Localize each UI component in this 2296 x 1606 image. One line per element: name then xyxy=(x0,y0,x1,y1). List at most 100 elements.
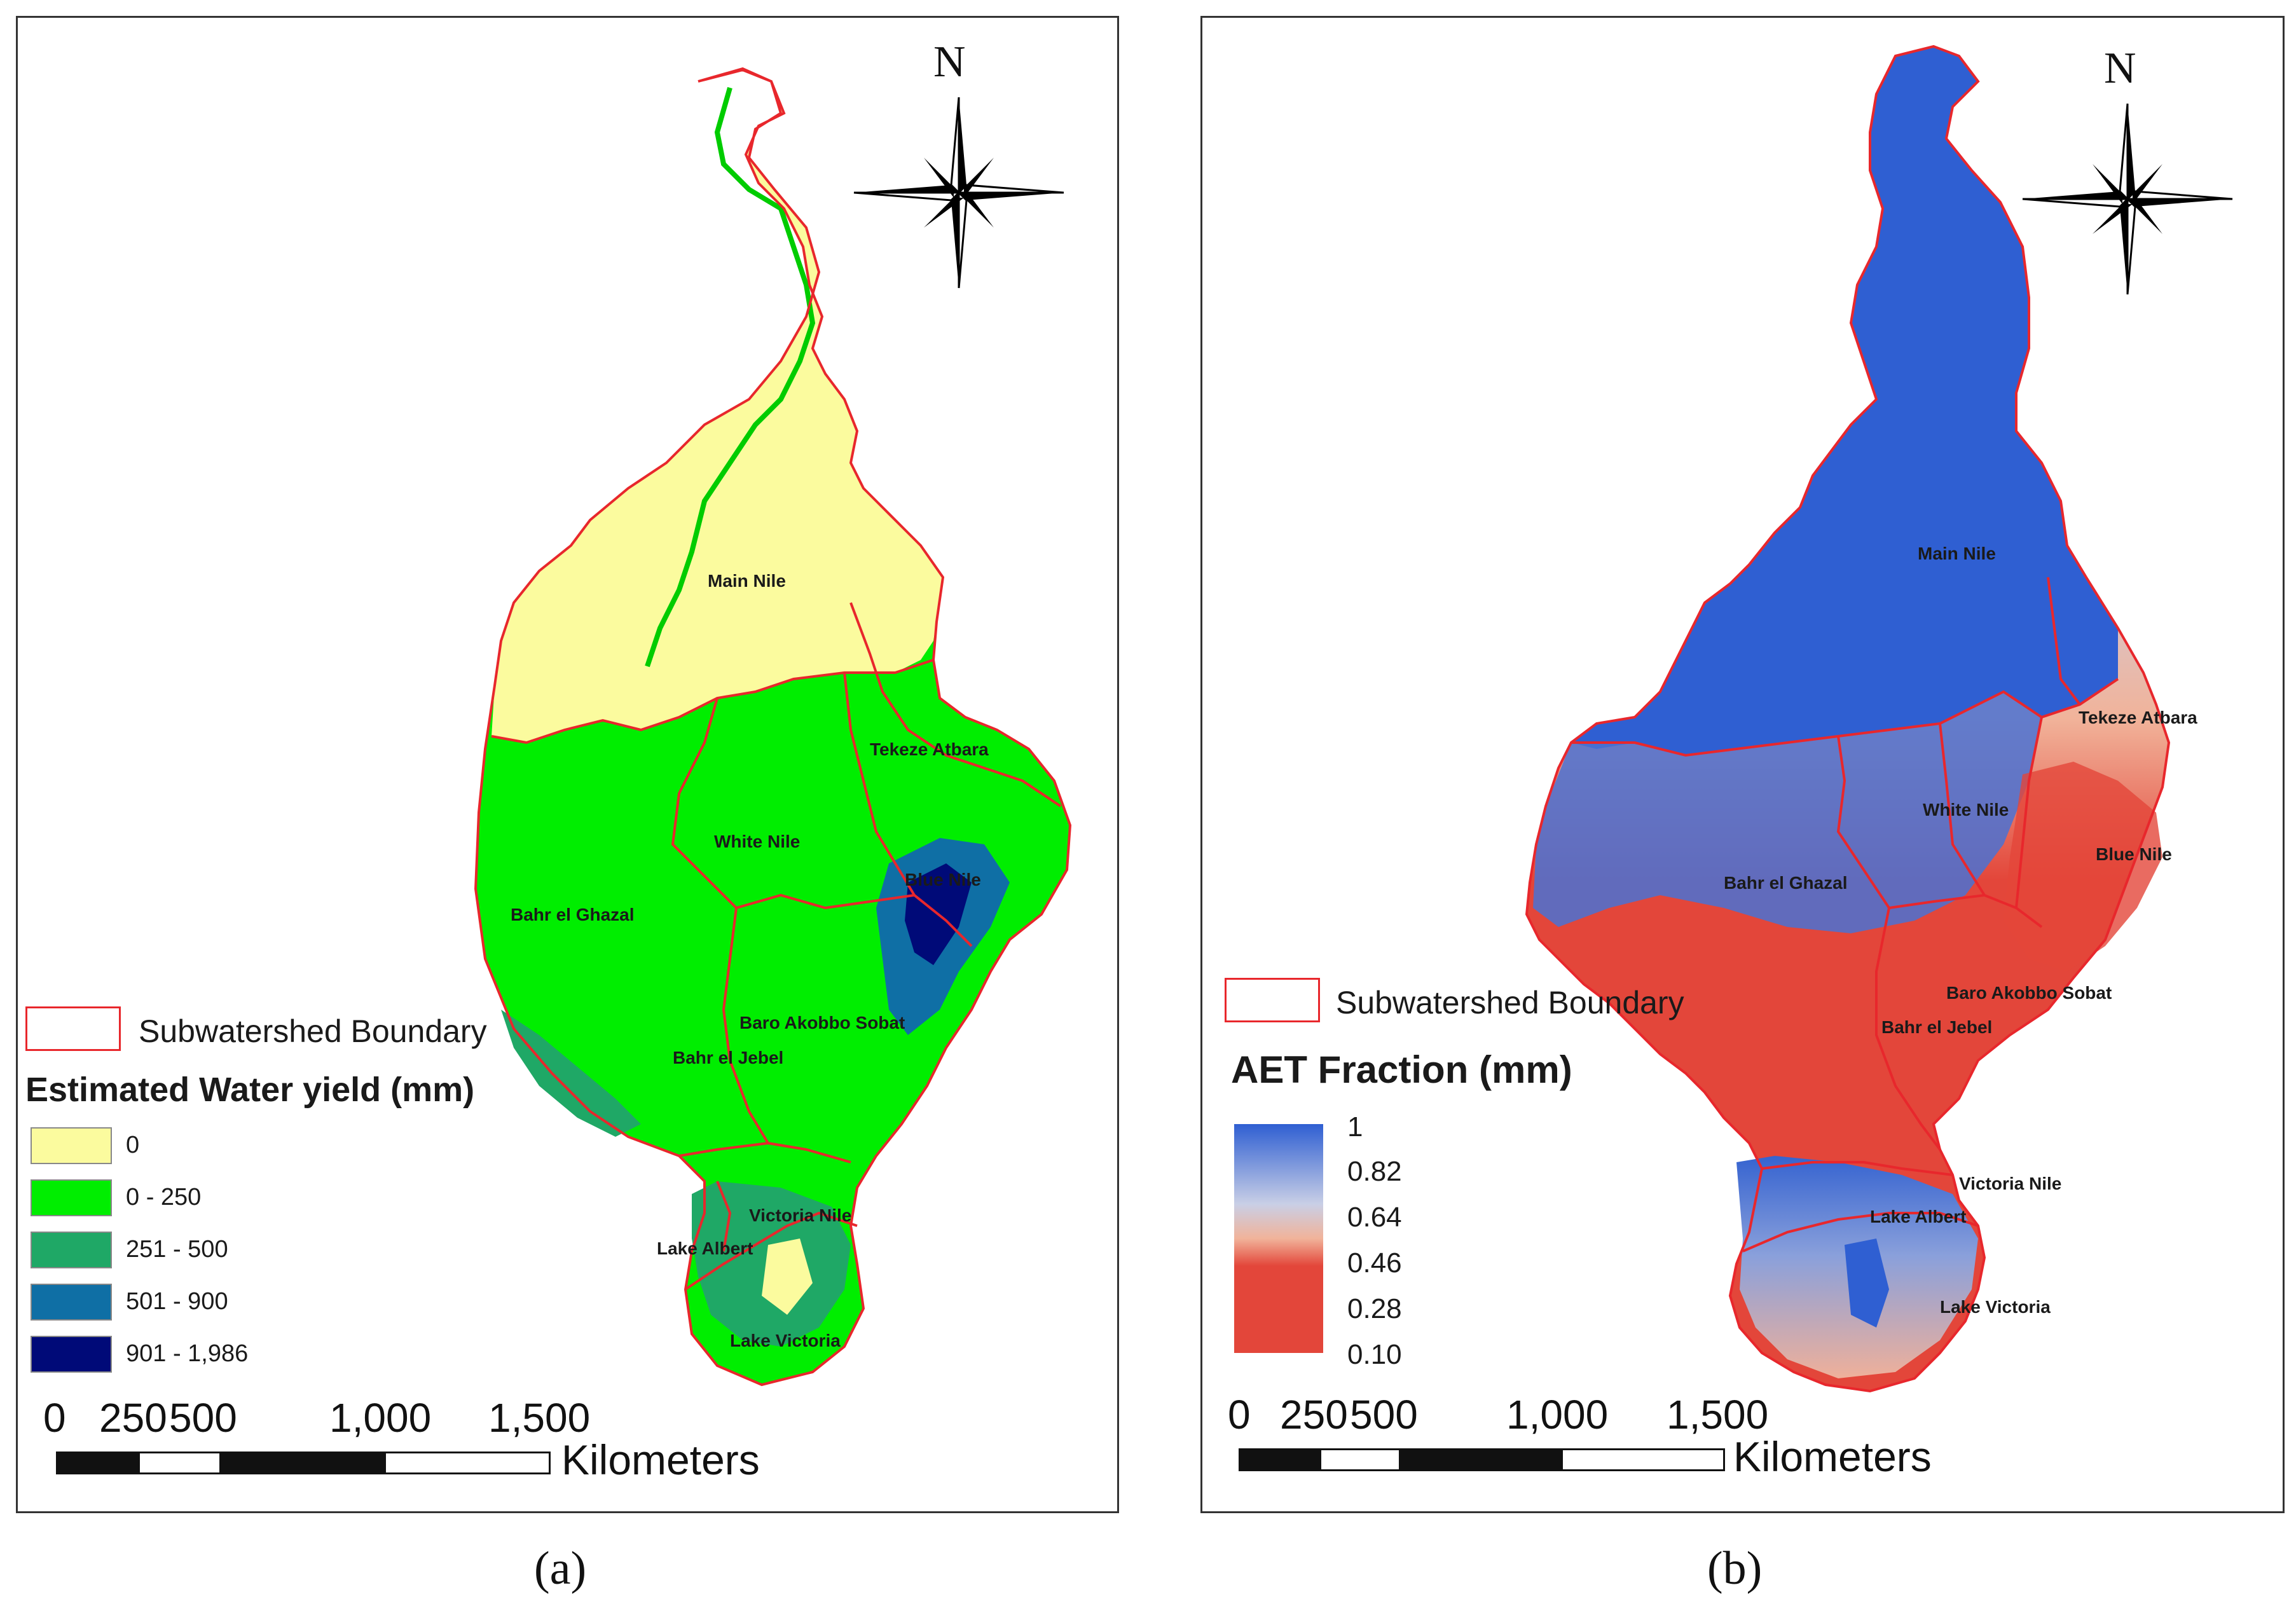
boundary-baro xyxy=(736,893,973,947)
region-label-blue-nile: Blue Nile xyxy=(905,870,981,889)
scale-number: 0 xyxy=(1228,1392,1251,1438)
ramp-label: 1 xyxy=(1347,1111,1363,1143)
region-label-tekeze-atbara: Tekeze Atbara xyxy=(2079,708,2197,727)
region-label-victoria-nile: Victoria Nile xyxy=(1959,1174,2062,1193)
legend-swatch-0-250 xyxy=(31,1179,112,1216)
region-label-main-nile: Main Nile xyxy=(1918,544,1996,563)
scale-bar-segment xyxy=(1561,1448,1725,1471)
region-label-white-nile: White Nile xyxy=(1923,800,2009,820)
region-label-white-nile: White Nile xyxy=(714,832,801,851)
scale-bar-segment xyxy=(1399,1448,1563,1471)
legend-swatch-901-1986 xyxy=(31,1336,112,1373)
map-panel-aet-fraction: N Main Nile Tekeze Atbara White Nile Blu… xyxy=(1200,16,2285,1513)
boundary-legend-label: Subwatershed Boundary xyxy=(139,1013,487,1049)
scale-number: 1,500 xyxy=(1667,1392,1769,1438)
north-arrow-icon xyxy=(853,97,1064,289)
boundary-white-nile-east xyxy=(1939,723,1986,896)
map-panel-water-yield: N Main Nile Tekeze Atbara White Nile Blu… xyxy=(16,16,1119,1513)
river-line xyxy=(645,86,816,668)
caption-a: (a) xyxy=(534,1542,587,1595)
legend-label-0: 0 xyxy=(126,1132,140,1158)
region-label-blue-nile: Blue Nile xyxy=(2096,844,2172,864)
boundary-white-nile-east xyxy=(843,672,916,896)
boundary-tekeze xyxy=(849,602,1062,807)
legend-swatch-0 xyxy=(31,1127,112,1164)
boundary-white-nile-west xyxy=(1836,736,1890,909)
ramp-label: 0.46 xyxy=(1347,1247,1402,1279)
scale-number: 1,000 xyxy=(329,1395,432,1441)
legend-label-0-250: 0 - 250 xyxy=(126,1184,202,1211)
aet-fraction-map xyxy=(1525,45,2233,1393)
region-label-lake-victoria: Lake Victoria xyxy=(1940,1297,2051,1317)
scale-bar-segment xyxy=(138,1452,221,1474)
basin-boundary xyxy=(1525,45,2171,1393)
scale-number: 250 xyxy=(99,1395,167,1441)
aet-color-ramp xyxy=(1234,1124,1323,1353)
ramp-label: 0.10 xyxy=(1347,1339,1402,1370)
basin-area xyxy=(476,69,1070,1385)
legend-label-901-1986: 901 - 1,986 xyxy=(126,1340,249,1367)
legend-label-251-500: 251 - 500 xyxy=(126,1236,228,1263)
boundary-victoria-nile xyxy=(678,1142,769,1157)
ramp-label: 0.82 xyxy=(1347,1156,1402,1187)
north-label: N xyxy=(933,38,966,86)
boundary-white-nile-west xyxy=(671,697,738,909)
boundary-bahr-el-jebel xyxy=(1875,907,1941,1151)
legend-swatch-251-500 xyxy=(31,1232,112,1268)
boundary-legend-label: Subwatershed Boundary xyxy=(1336,985,1684,1020)
region-label-baro-akobbo-sobat: Baro Akobbo Sobat xyxy=(1946,983,2112,1003)
scale-bar-segment xyxy=(1239,1448,1321,1471)
scale-number: 1,000 xyxy=(1506,1392,1609,1438)
boundary-lake-victoria xyxy=(684,1211,858,1291)
caption-b: (b) xyxy=(1707,1542,1763,1595)
region-label-bahr-el-jebel: Bahr el Jebel xyxy=(673,1048,784,1067)
scale-number: 500 xyxy=(1350,1392,1418,1438)
region-label-victoria-nile: Victoria Nile xyxy=(749,1205,852,1225)
scale-number: 250 xyxy=(1280,1392,1348,1438)
scale-bar-segment xyxy=(56,1452,140,1474)
scale-number: 0 xyxy=(43,1395,66,1441)
boundary-victoria-nile xyxy=(1761,1161,1953,1176)
scale-bar-segment xyxy=(1319,1448,1401,1471)
north-arrow-icon xyxy=(2022,103,2233,295)
region-label-main-nile: Main Nile xyxy=(708,571,786,591)
region-label-lake-albert: Lake Albert xyxy=(1870,1207,1967,1226)
boundary-baro xyxy=(1888,893,2043,928)
scale-number: 500 xyxy=(169,1395,237,1441)
low-aet-area xyxy=(2004,762,2162,971)
boundary-lake-victoria xyxy=(1742,1212,1979,1253)
region-label-bahr-el-ghazal: Bahr el Ghazal xyxy=(511,905,635,924)
scale-unit: Kilometers xyxy=(561,1436,760,1483)
zero-yield-area xyxy=(492,69,943,743)
region-label-bahr-el-ghazal: Bahr el Ghazal xyxy=(1724,873,1848,893)
lake-victoria-water xyxy=(1845,1239,1889,1328)
region-label-lake-victoria: Lake Victoria xyxy=(730,1331,841,1350)
central-aet-area xyxy=(1533,692,2042,933)
high-aet-area xyxy=(1571,46,2118,755)
scale-unit: Kilometers xyxy=(1733,1433,1932,1480)
boundary-tekeze xyxy=(2047,577,2081,706)
boundary-legend-swatch xyxy=(1225,978,1320,1022)
scale-bar-segment xyxy=(384,1452,551,1474)
scale-number: 1,500 xyxy=(488,1395,591,1441)
legend-swatch-501-900 xyxy=(31,1284,112,1321)
region-label-tekeze-atbara: Tekeze Atbara xyxy=(870,739,989,759)
boundary-main-nile-south xyxy=(491,659,934,745)
region-label-lake-albert: Lake Albert xyxy=(657,1239,753,1258)
ramp-label: 0.28 xyxy=(1347,1293,1402,1324)
boundary-bahr-el-jebel xyxy=(722,907,851,1163)
boundary-blue-nile xyxy=(2015,717,2043,909)
water-yield-map xyxy=(474,67,1072,1387)
region-label-baro-akobbo-sobat: Baro Akobbo Sobat xyxy=(739,1013,905,1033)
legend-title: AET Fraction (mm) xyxy=(1231,1048,1572,1091)
basin-boundary xyxy=(474,67,1072,1387)
ramp-label: 0.64 xyxy=(1347,1202,1402,1233)
legend-title: Estimated Water yield (mm) xyxy=(25,1071,475,1109)
boundary-lake-albert xyxy=(716,1181,732,1252)
lake-victoria-water xyxy=(762,1239,813,1315)
boundary-legend-swatch xyxy=(25,1006,121,1051)
medium-yield-area xyxy=(501,1010,641,1137)
legend-label-501-900: 501 - 900 xyxy=(126,1288,228,1315)
north-label: N xyxy=(2104,44,2136,93)
region-label-bahr-el-jebel: Bahr el Jebel xyxy=(1881,1017,1993,1037)
